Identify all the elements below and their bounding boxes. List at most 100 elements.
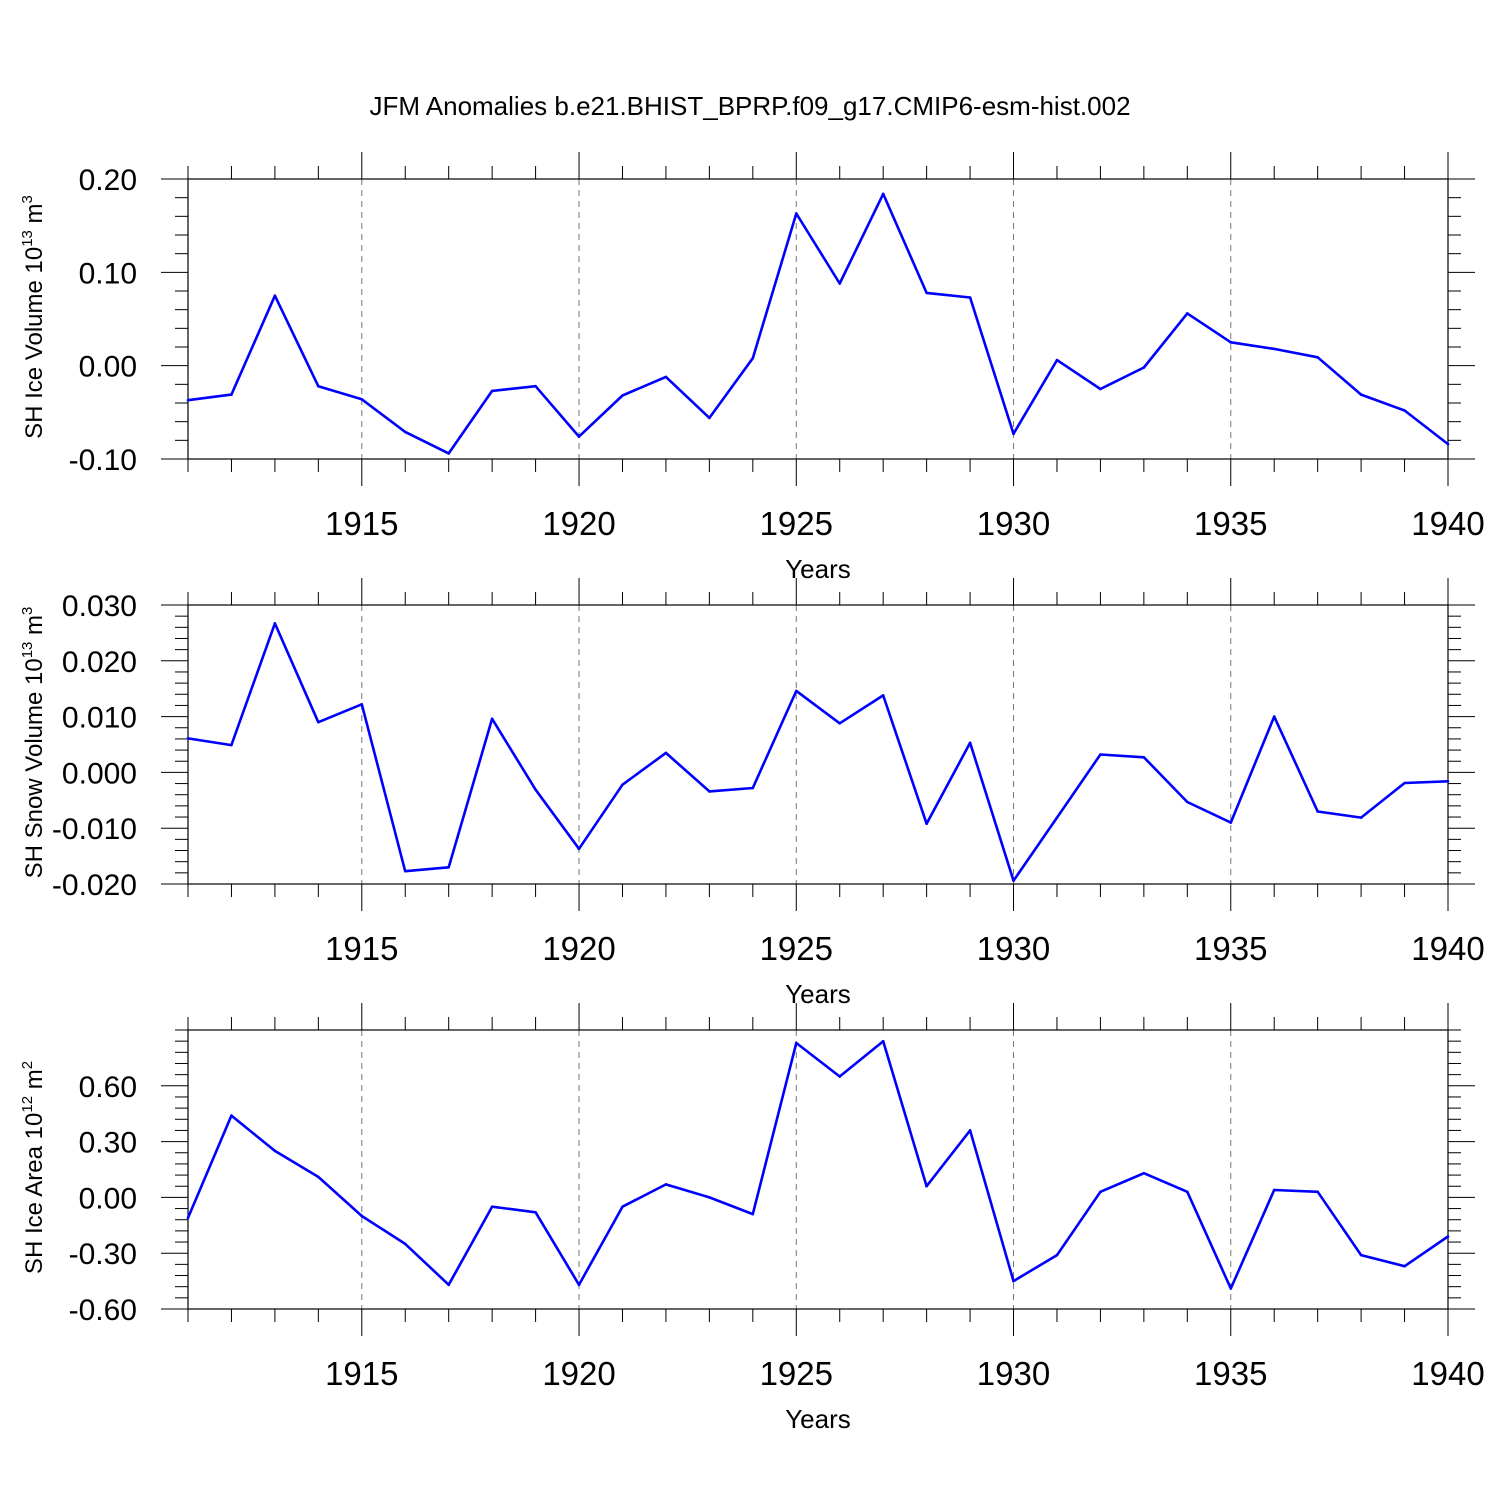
data-point	[664, 1183, 668, 1186]
x-tick-label: 1920	[542, 1355, 615, 1392]
data-point	[186, 398, 190, 402]
data-point	[230, 393, 233, 396]
data-point	[1186, 800, 1189, 804]
data-point	[1272, 715, 1276, 718]
series-line	[186, 1039, 1449, 1290]
data-point	[1099, 1190, 1102, 1194]
x-tick-label: 1935	[1194, 505, 1267, 542]
data-point	[1403, 1264, 1406, 1268]
x-tick-label: 1935	[1194, 930, 1267, 967]
data-point	[403, 1242, 407, 1246]
data-point	[794, 1041, 798, 1045]
y-tick-label: -0.010	[52, 813, 137, 846]
x-tick-label: 1915	[325, 505, 398, 542]
x-tick-label: 1935	[1194, 1355, 1267, 1392]
data-point	[1055, 816, 1059, 819]
data-point	[968, 741, 972, 745]
data-point	[968, 296, 972, 299]
data-point	[1229, 1287, 1233, 1290]
data-point	[534, 788, 537, 791]
y-tick-label: 0.000	[62, 757, 137, 790]
x-tick-label: 1915	[325, 1355, 398, 1392]
y-tick-label: 0.00	[79, 351, 137, 384]
x-tick-label: 1940	[1411, 505, 1484, 542]
data-point	[838, 721, 842, 725]
data-point	[708, 416, 711, 420]
data-point	[1012, 1279, 1015, 1283]
y-tick-label: -0.30	[69, 1238, 137, 1271]
data-point	[925, 291, 928, 295]
data-point	[838, 282, 842, 285]
x-axis-label: Years	[785, 1404, 851, 1434]
x-axis-label: Years	[785, 554, 851, 584]
data-point	[447, 1283, 450, 1287]
data-point	[621, 783, 624, 786]
data-point	[1446, 1235, 1450, 1238]
data-point	[273, 622, 277, 625]
data-point	[925, 822, 928, 826]
y-tick-label: 0.60	[79, 1071, 137, 1104]
data-point	[1229, 341, 1233, 344]
data-point	[1229, 821, 1233, 824]
data-point	[1012, 432, 1015, 436]
plot-frame	[187, 178, 1449, 460]
x-tick-label: 1925	[760, 930, 833, 967]
x-tick-label: 1920	[542, 930, 615, 967]
data-point	[1446, 780, 1450, 783]
data-point	[273, 1149, 277, 1153]
x-tick-label: 1930	[977, 505, 1050, 542]
y-tick-label: 0.20	[79, 164, 137, 197]
y-tick-label: -0.10	[69, 444, 137, 477]
y-tick-label: -0.60	[69, 1294, 137, 1327]
data-point	[534, 1210, 537, 1214]
data-point	[534, 384, 537, 388]
data-point	[881, 694, 885, 697]
data-point	[925, 1184, 928, 1188]
data-point	[1359, 816, 1363, 819]
y-tick-label: 0.010	[62, 702, 137, 735]
data-point	[881, 192, 885, 196]
data-point	[1012, 879, 1015, 882]
data-point	[1055, 358, 1059, 362]
x-tick-label: 1940	[1411, 930, 1484, 967]
x-axis-label: Years	[785, 979, 851, 1009]
data-point	[186, 737, 190, 740]
data-point	[1099, 387, 1102, 391]
data-point	[1316, 810, 1319, 813]
series-line	[187, 192, 1449, 455]
y-tick-label: 0.10	[79, 257, 137, 290]
y-tick-label: 0.020	[62, 646, 137, 679]
x-tick-label: 1920	[542, 505, 615, 542]
data-point	[751, 1212, 755, 1216]
data-point	[1359, 1253, 1363, 1257]
data-point	[1446, 442, 1450, 446]
data-point	[360, 703, 364, 706]
x-tick-label: 1925	[760, 1355, 833, 1392]
data-point	[577, 1283, 581, 1287]
data-point	[838, 1075, 842, 1078]
panel-1: 1915 1920 1925 1930 1935 1940 -0.10 0.00 0.10 0.2…	[19, 152, 1485, 584]
data-point	[360, 397, 364, 401]
data-point	[403, 430, 407, 434]
x-tick-label: 1930	[977, 1355, 1050, 1392]
y-axis-label: SH Ice Volume 1013 m3	[19, 195, 48, 439]
data-point	[360, 1214, 364, 1218]
x-tick-label: 1915	[325, 930, 398, 967]
data-point	[490, 717, 494, 721]
y-axis-label: SH Snow Volume 1013 m3	[19, 607, 48, 879]
x-tick-label: 1940	[1411, 1355, 1484, 1392]
data-point	[403, 869, 407, 873]
data-point	[230, 1114, 233, 1117]
data-point	[1099, 753, 1102, 756]
data-point	[273, 294, 277, 297]
data-point	[1272, 347, 1276, 351]
data-point	[1186, 1190, 1189, 1194]
y-axis-label: SH Ice Area 1012 m2	[19, 1061, 48, 1274]
y-tick-label: 0.30	[79, 1127, 137, 1160]
data-point	[1142, 1171, 1146, 1175]
data-point	[664, 751, 668, 755]
data-point	[490, 1205, 494, 1208]
data-point	[1316, 355, 1319, 359]
data-point	[1403, 781, 1406, 785]
